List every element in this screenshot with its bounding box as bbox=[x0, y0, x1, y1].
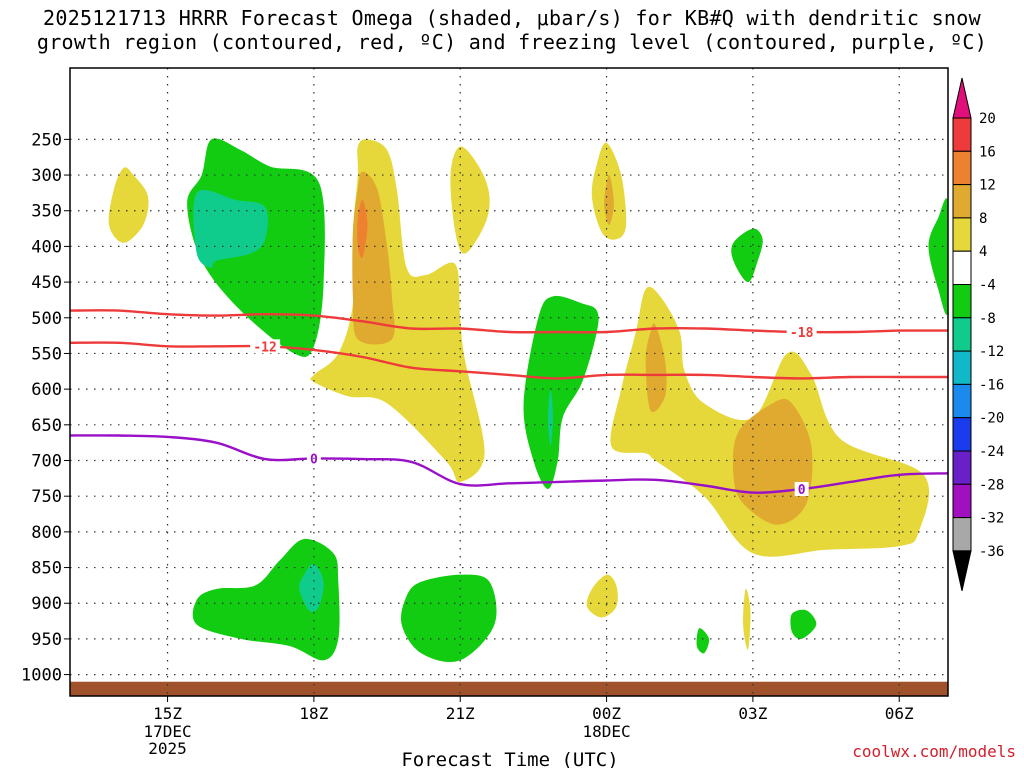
y-tick-label-250: 250 bbox=[31, 130, 62, 150]
colorbar-label-13: -36 bbox=[979, 544, 1004, 560]
colorbar-band-9 bbox=[952, 417, 972, 452]
colorbar-band-5 bbox=[952, 284, 972, 319]
y-tick-label-550: 550 bbox=[31, 344, 62, 364]
y-tick-label-600: 600 bbox=[31, 380, 62, 400]
colorbar-band-3 bbox=[952, 217, 972, 252]
y-tick-label-750: 750 bbox=[31, 487, 62, 507]
x-tick-label-21Z: 21Z bbox=[446, 704, 475, 723]
colorbar-label-11: -28 bbox=[979, 477, 1004, 493]
omega-region-13 bbox=[645, 323, 667, 413]
surface-band-layer bbox=[70, 681, 948, 696]
omega-region-2 bbox=[108, 167, 149, 243]
colorbar-label-2: 12 bbox=[979, 178, 996, 194]
y-tick-label-450: 450 bbox=[31, 273, 62, 293]
colorbar-band-11 bbox=[952, 483, 972, 519]
omega-region-19 bbox=[586, 574, 618, 618]
chart-title-line-2: growth region (contoured, red, ºC) and f… bbox=[36, 30, 988, 54]
contour-label-bg-2-0 bbox=[306, 451, 321, 466]
omega-shading-layer bbox=[108, 138, 948, 663]
y-tick-label-500: 500 bbox=[31, 309, 62, 329]
colorbar-label-4: 4 bbox=[979, 244, 987, 260]
colorbar-band-8 bbox=[952, 383, 972, 419]
contour-line-1 bbox=[70, 341, 948, 380]
y-tick-label-850: 850 bbox=[31, 559, 62, 579]
contour-label-2-1: 0 bbox=[798, 483, 806, 498]
colorbar-label-0: 20 bbox=[979, 111, 996, 127]
omega-region-1 bbox=[193, 189, 268, 268]
contour-label-bg-2-1 bbox=[794, 482, 809, 497]
y-tick-label-350: 350 bbox=[31, 202, 62, 222]
colorbar-band-4 bbox=[952, 250, 972, 285]
colorbar-band-0 bbox=[952, 117, 972, 152]
y-tick-label-900: 900 bbox=[31, 594, 62, 614]
x-tick-label-03Z: 03Z bbox=[738, 704, 767, 723]
contour-label-bg-0-0 bbox=[786, 325, 817, 340]
colorbar-band-7 bbox=[952, 350, 972, 385]
colorbar-label-9: -20 bbox=[979, 411, 1004, 427]
y-tick-label-400: 400 bbox=[31, 237, 62, 257]
x-tick-label-06Z: 06Z bbox=[885, 704, 914, 723]
contour-label-0-0: -18 bbox=[790, 326, 814, 341]
colorbar-top-arrow bbox=[952, 77, 972, 119]
x-tick-year-15Z: 2025 bbox=[148, 739, 187, 758]
y-tick-label-800: 800 bbox=[31, 523, 62, 543]
plot-border bbox=[69, 67, 949, 697]
omega-region-21 bbox=[743, 588, 751, 650]
omega-region-22 bbox=[790, 609, 817, 640]
omega-region-14 bbox=[731, 228, 763, 283]
colorbar-label-12: -32 bbox=[979, 511, 1004, 527]
x-tick-label-15Z: 15Z bbox=[153, 704, 182, 723]
colorbar-label-5: -4 bbox=[979, 278, 996, 294]
omega-region-5 bbox=[357, 199, 368, 259]
omega-region-16 bbox=[192, 538, 340, 661]
x-axis-label: Forecast Time (UTC) bbox=[401, 749, 618, 768]
x-tick-date-00Z: 18DEC bbox=[582, 722, 630, 741]
omega-region-17 bbox=[299, 563, 324, 612]
y-tick-label-650: 650 bbox=[31, 416, 62, 436]
colorbar-label-3: 8 bbox=[979, 211, 987, 227]
contour-lines-layer: -18 -12 0 0 bbox=[70, 309, 948, 498]
colorbar-label-6: -8 bbox=[979, 311, 996, 327]
contour-label-2-0: 0 bbox=[310, 452, 318, 467]
colorbar-band-10 bbox=[952, 450, 972, 485]
omega-region-6 bbox=[450, 146, 490, 254]
y-tick-label-1000: 1000 bbox=[21, 666, 62, 686]
x-tick-label-18Z: 18Z bbox=[299, 704, 328, 723]
x-tick-label-00Z: 00Z bbox=[592, 704, 621, 723]
colorbar-label-1: 16 bbox=[979, 144, 996, 160]
omega-region-20 bbox=[696, 628, 710, 654]
colorbar-bottom-arrow bbox=[952, 550, 972, 592]
omega-region-10 bbox=[548, 389, 553, 447]
y-tick-label-950: 950 bbox=[31, 630, 62, 650]
colorbar-band-12 bbox=[952, 517, 972, 552]
omega-region-15 bbox=[928, 198, 948, 315]
colorbar-label-7: -12 bbox=[979, 344, 1004, 360]
colorbar: 20 16 12 8 4 -4 -8 -12 -16 -20 -24 -28 -32 -36 bbox=[952, 77, 1004, 592]
colorbar-label-10: -24 bbox=[979, 444, 1004, 460]
colorbar-band-6 bbox=[952, 317, 972, 352]
grid-layer bbox=[70, 68, 948, 696]
contour-label-1-0: -12 bbox=[253, 340, 276, 355]
y-tick-label-300: 300 bbox=[31, 166, 62, 186]
colorbar-band-1 bbox=[952, 150, 972, 186]
y-axis: 250 300 350 400 450 500 550 600 650 700 750 800 850 9… bbox=[21, 130, 70, 686]
chart-title-line-1: 2025121713 HRRR Forecast Omega (shaded, … bbox=[43, 6, 981, 30]
colorbar-label-8: -16 bbox=[979, 377, 1004, 393]
plot-frame bbox=[69, 67, 949, 697]
omega-region-9 bbox=[523, 295, 599, 489]
y-tick-label-700: 700 bbox=[31, 452, 62, 472]
contour-label-bg-1-0 bbox=[250, 339, 281, 354]
credit-link[interactable]: coolwx.com/models bbox=[852, 742, 1016, 761]
colorbar-band-2 bbox=[952, 184, 972, 219]
omega-region-18 bbox=[400, 574, 497, 663]
x-tick-date-15Z: 17DEC bbox=[143, 722, 191, 741]
surface-band bbox=[70, 681, 948, 696]
